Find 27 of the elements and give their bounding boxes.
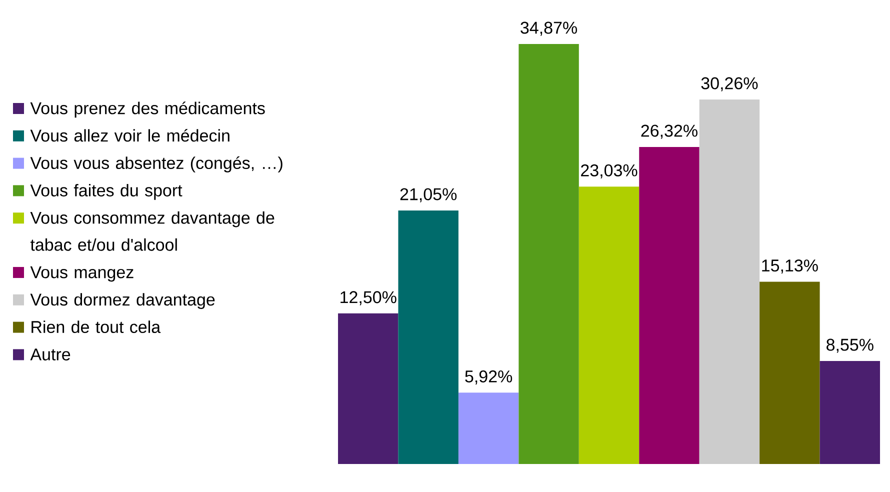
data-label: 5,92% — [465, 370, 512, 384]
data-label: 34,87% — [520, 22, 578, 36]
bar — [820, 361, 880, 464]
legend-label: Vous faites du sport — [30, 184, 182, 200]
bar — [699, 100, 760, 464]
bar — [338, 313, 398, 464]
data-label: 30,26% — [701, 77, 758, 92]
data-label: 15,13% — [762, 259, 818, 274]
bar — [639, 146, 700, 464]
legend-label: Vous allez voir le médecin — [30, 128, 230, 142]
bar — [760, 282, 820, 464]
legend-label: Autre — [30, 348, 70, 360]
bar — [458, 392, 519, 464]
legend-label: Rien de tout cela — [32, 320, 161, 334]
data-label: 8,55% — [826, 338, 874, 353]
legend-label: Vous mangez — [30, 266, 134, 282]
bar — [578, 186, 640, 464]
legend-label: Vous vous absentez (congés, …) — [30, 156, 282, 172]
bar — [398, 210, 458, 464]
data-label: 21,05% — [400, 188, 457, 202]
legend-label: Vous prenez des médicaments — [30, 102, 265, 118]
legend-label: Vous consommez davantage de tabac et/ou d'alcool — [30, 211, 274, 251]
data-label: 12,50% — [340, 291, 396, 306]
data-label: 23,03% — [581, 164, 638, 178]
data-label: 26,32% — [641, 124, 698, 139]
legend-label: Vous dormez davantage — [30, 293, 215, 310]
bar — [518, 44, 579, 464]
